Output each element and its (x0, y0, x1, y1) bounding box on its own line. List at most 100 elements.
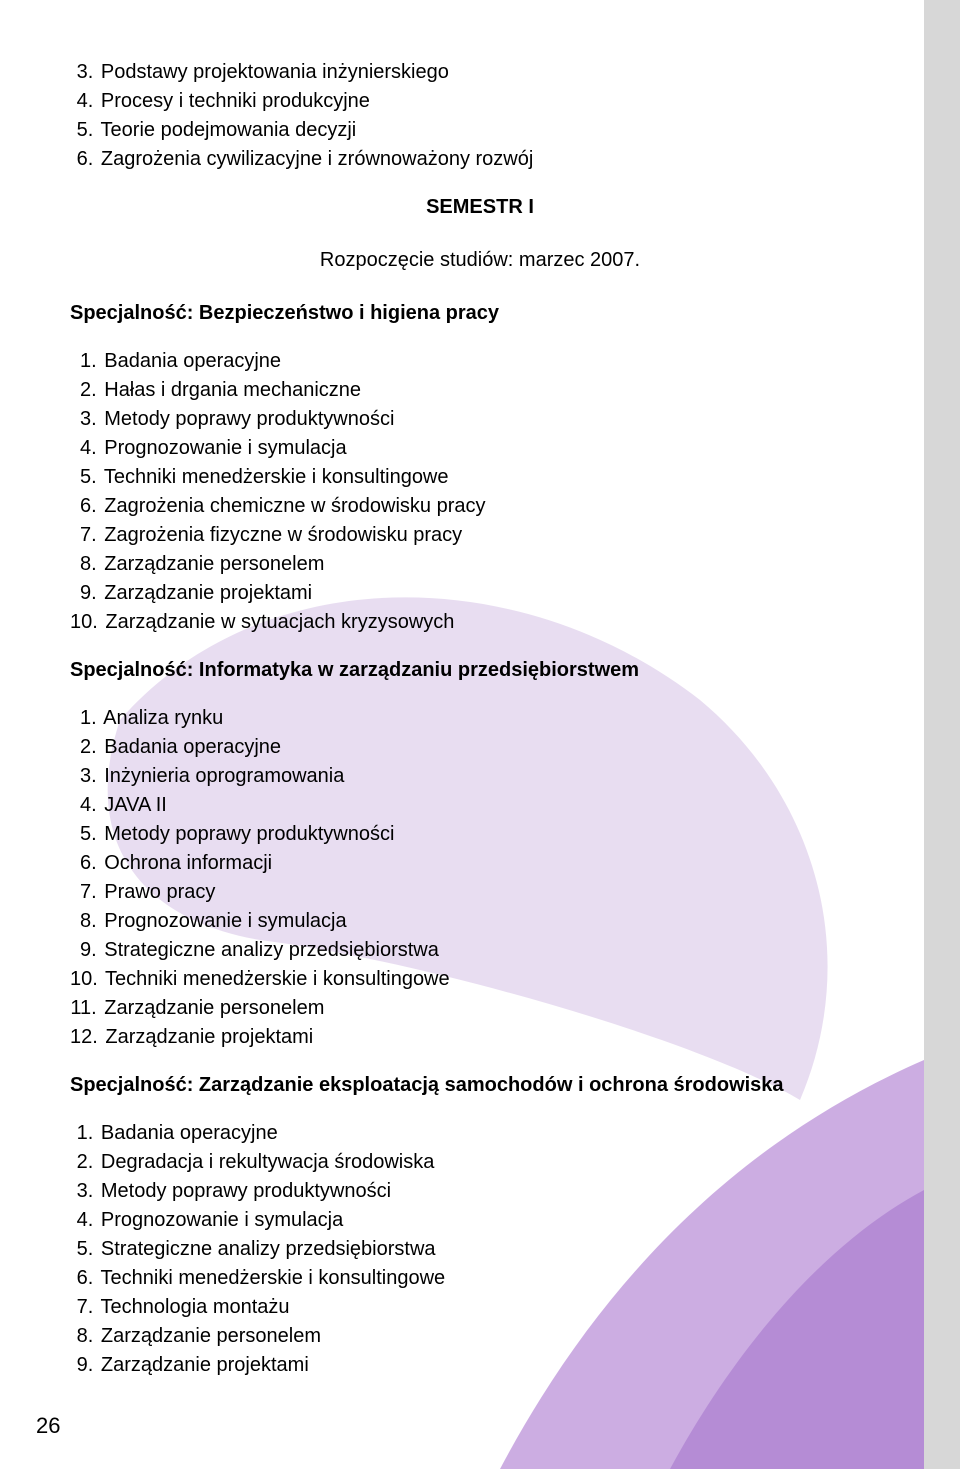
intro-item: 5. Teorie podejmowania decyzji (70, 116, 890, 145)
item-number: 7. (70, 1293, 93, 1322)
item-number: 10. (70, 965, 98, 994)
section-list: 1. Badania operacyjne2. Hałas i drgania … (70, 347, 890, 637)
list-item: 11. Zarządzanie personelem (70, 994, 890, 1023)
item-number: 7. (70, 878, 97, 907)
list-item: 2. Badania operacyjne (70, 733, 890, 762)
item-text: JAVA II (99, 794, 167, 816)
list-item: 9. Zarządzanie projektami (70, 1351, 890, 1380)
item-text: Zagrożenia cywilizacyjne i zrównoważony … (95, 148, 533, 170)
item-number: 6. (70, 145, 93, 174)
item-text: Zarządzanie personelem (95, 1325, 321, 1347)
item-text: Analiza rynku (99, 707, 224, 729)
intro-item: 6. Zagrożenia cywilizacyjne i zrównoważo… (70, 145, 890, 174)
item-number: 11. (70, 994, 97, 1023)
intro-item: 4. Procesy i techniki produkcyjne (70, 87, 890, 116)
item-number: 5. (70, 820, 97, 849)
list-item: 3. Metody poprawy produktywności (70, 1177, 890, 1206)
item-number: 8. (70, 550, 97, 579)
item-number: 2. (70, 1148, 93, 1177)
item-number: 4. (70, 87, 93, 116)
item-text: Strategiczne analizy przedsiębiorstwa (99, 939, 439, 961)
item-text: Inżynieria oprogramowania (99, 765, 345, 787)
item-text: Podstawy projektowania inżynierskiego (95, 61, 449, 83)
list-item: 8. Zarządzanie personelem (70, 1322, 890, 1351)
item-number: 6. (70, 492, 97, 521)
item-text: Procesy i techniki produkcyjne (95, 90, 370, 112)
item-number: 9. (70, 1351, 93, 1380)
list-item: 6. Techniki menedżerskie i konsultingowe (70, 1264, 890, 1293)
list-item: 1. Badania operacyjne (70, 347, 890, 376)
item-number: 1. (70, 704, 97, 733)
item-text: Zagrożenia chemiczne w środowisku pracy (99, 495, 486, 517)
item-text: Badania operacyjne (95, 1122, 277, 1144)
item-text: Degradacja i rekultywacja środowiska (95, 1151, 434, 1173)
list-item: 3. Inżynieria oprogramowania (70, 762, 890, 791)
item-text: Badania operacyjne (99, 736, 281, 758)
list-item: 5. Strategiczne analizy przedsiębiorstwa (70, 1235, 890, 1264)
list-item: 4. JAVA II (70, 791, 890, 820)
list-item: 10. Techniki menedżerskie i konsultingow… (70, 965, 890, 994)
item-number: 3. (70, 405, 97, 434)
item-number: 4. (70, 791, 97, 820)
item-number: 3. (70, 58, 93, 87)
item-text: Metody poprawy produktywności (99, 823, 395, 845)
intro-item: 3. Podstawy projektowania inżynierskiego (70, 58, 890, 87)
item-number: 12. (70, 1023, 98, 1052)
item-number: 3. (70, 762, 97, 791)
item-number: 9. (70, 936, 97, 965)
sections-container: Specjalność: Bezpieczeństwo i higiena pr… (70, 302, 890, 1380)
item-text: Prognozowanie i symulacja (99, 437, 347, 459)
item-text: Hałas i drgania mechaniczne (99, 379, 361, 401)
list-item: 2. Hałas i drgania mechaniczne (70, 376, 890, 405)
list-item: 7. Zagrożenia fizyczne w środowisku prac… (70, 521, 890, 550)
item-number: 1. (70, 347, 97, 376)
item-number: 4. (70, 1206, 93, 1235)
list-item: 8. Zarządzanie personelem (70, 550, 890, 579)
item-number: 2. (70, 376, 97, 405)
list-item: 6. Zagrożenia chemiczne w środowisku pra… (70, 492, 890, 521)
item-text: Zarządzanie projektami (99, 582, 312, 604)
item-number: 5. (70, 1235, 93, 1264)
item-text: Badania operacyjne (99, 350, 281, 372)
section-title: Specjalność: Zarządzanie eksploatacją sa… (70, 1074, 890, 1097)
semester-subtitle: Rozpoczęcie studiów: marzec 2007. (70, 249, 890, 272)
section-title: Specjalność: Bezpieczeństwo i higiena pr… (70, 302, 890, 325)
section-list: 1. Badania operacyjne2. Degradacja i rek… (70, 1119, 890, 1380)
list-item: 4. Prognozowanie i symulacja (70, 434, 890, 463)
item-text: Metody poprawy produktywności (99, 408, 395, 430)
section-title: Specjalność: Informatyka w zarządzaniu p… (70, 659, 890, 682)
list-item: 5. Metody poprawy produktywności (70, 820, 890, 849)
item-number: 3. (70, 1177, 93, 1206)
item-text: Teorie podejmowania decyzji (95, 119, 356, 141)
list-item: 6. Ochrona informacji (70, 849, 890, 878)
item-text: Prawo pracy (99, 881, 216, 903)
list-item: 2. Degradacja i rekultywacja środowiska (70, 1148, 890, 1177)
item-number: 10. (70, 608, 98, 637)
list-item: 10. Zarządzanie w sytuacjach kryzysowych (70, 608, 890, 637)
list-item: 1. Badania operacyjne (70, 1119, 890, 1148)
item-number: 5. (70, 116, 93, 145)
semester-title: SEMESTR I (70, 196, 890, 219)
list-item: 1. Analiza rynku (70, 704, 890, 733)
list-item: 8. Prognozowanie i symulacja (70, 907, 890, 936)
item-text: Strategiczne analizy przedsiębiorstwa (95, 1238, 435, 1260)
item-text: Zarządzanie personelem (99, 553, 325, 575)
item-number: 1. (70, 1119, 93, 1148)
intro-list: 3. Podstawy projektowania inżynierskiego… (70, 58, 890, 174)
item-number: 7. (70, 521, 97, 550)
list-item: 9. Zarządzanie projektami (70, 579, 890, 608)
list-item: 3. Metody poprawy produktywności (70, 405, 890, 434)
item-text: Zarządzanie personelem (99, 997, 325, 1019)
item-text: Zagrożenia fizyczne w środowisku pracy (99, 524, 462, 546)
list-item: 7. Prawo pracy (70, 878, 890, 907)
item-number: 5. (70, 463, 97, 492)
page-content: 3. Podstawy projektowania inżynierskiego… (0, 0, 960, 1442)
item-text: Zarządzanie projektami (100, 1026, 313, 1048)
item-number: 2. (70, 733, 97, 762)
item-text: Ochrona informacji (99, 852, 272, 874)
list-item: 5. Techniki menedżerskie i konsultingowe (70, 463, 890, 492)
item-text: Techniki menedżerskie i konsultingowe (95, 1267, 445, 1289)
list-item: 4. Prognozowanie i symulacja (70, 1206, 890, 1235)
item-text: Metody poprawy produktywności (95, 1180, 391, 1202)
item-text: Prognozowanie i symulacja (95, 1209, 343, 1231)
